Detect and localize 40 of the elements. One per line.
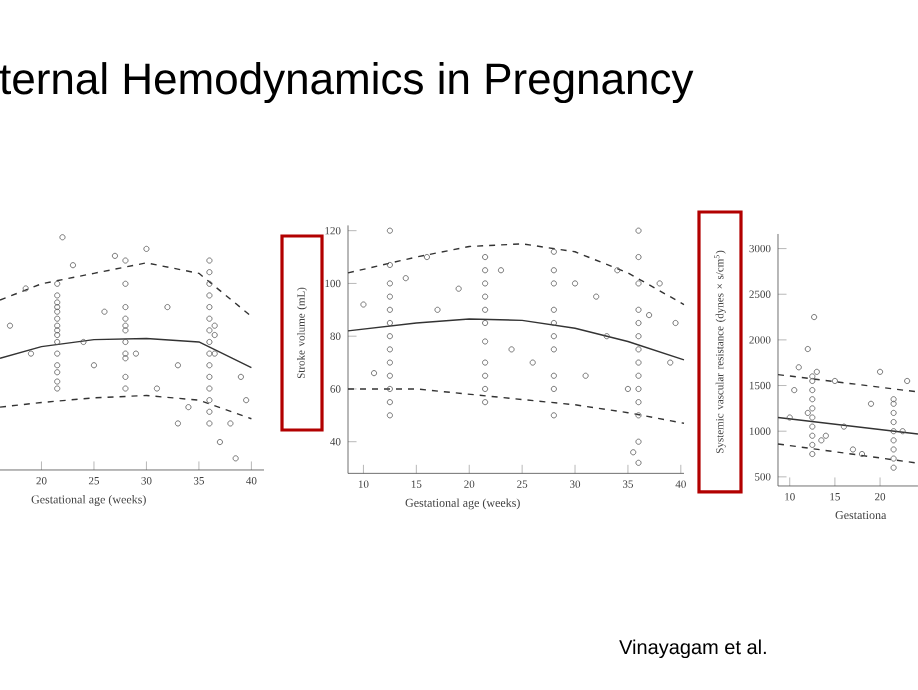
point [890, 464, 897, 471]
point [890, 396, 897, 403]
point [813, 368, 820, 375]
point [890, 400, 897, 407]
point [904, 377, 911, 384]
point [890, 409, 897, 416]
point [849, 446, 856, 453]
text: Vinayagam et al. [619, 639, 766, 659]
point [791, 387, 798, 394]
point [809, 377, 816, 384]
point [809, 373, 816, 380]
point [809, 396, 816, 403]
point [877, 368, 884, 375]
point [804, 409, 811, 416]
point [809, 441, 816, 448]
point [809, 387, 816, 394]
point [890, 437, 897, 444]
point [890, 428, 897, 435]
point [804, 346, 811, 353]
point [809, 432, 816, 439]
point [890, 419, 897, 426]
point [890, 455, 897, 462]
point [809, 414, 816, 421]
point [809, 423, 816, 430]
point [818, 437, 825, 444]
line-series [347, 318, 685, 361]
chart-title: ternal Hemodynamics in Pregnancy [0, 62, 694, 104]
point [868, 400, 875, 407]
point [786, 414, 793, 421]
point [899, 428, 906, 435]
point [811, 314, 818, 321]
point [858, 451, 865, 458]
point [890, 446, 897, 453]
point [831, 377, 838, 384]
point [795, 364, 802, 371]
point [822, 432, 829, 439]
point [840, 423, 847, 430]
point [809, 451, 816, 458]
point [809, 405, 816, 412]
line-series [347, 243, 685, 306]
